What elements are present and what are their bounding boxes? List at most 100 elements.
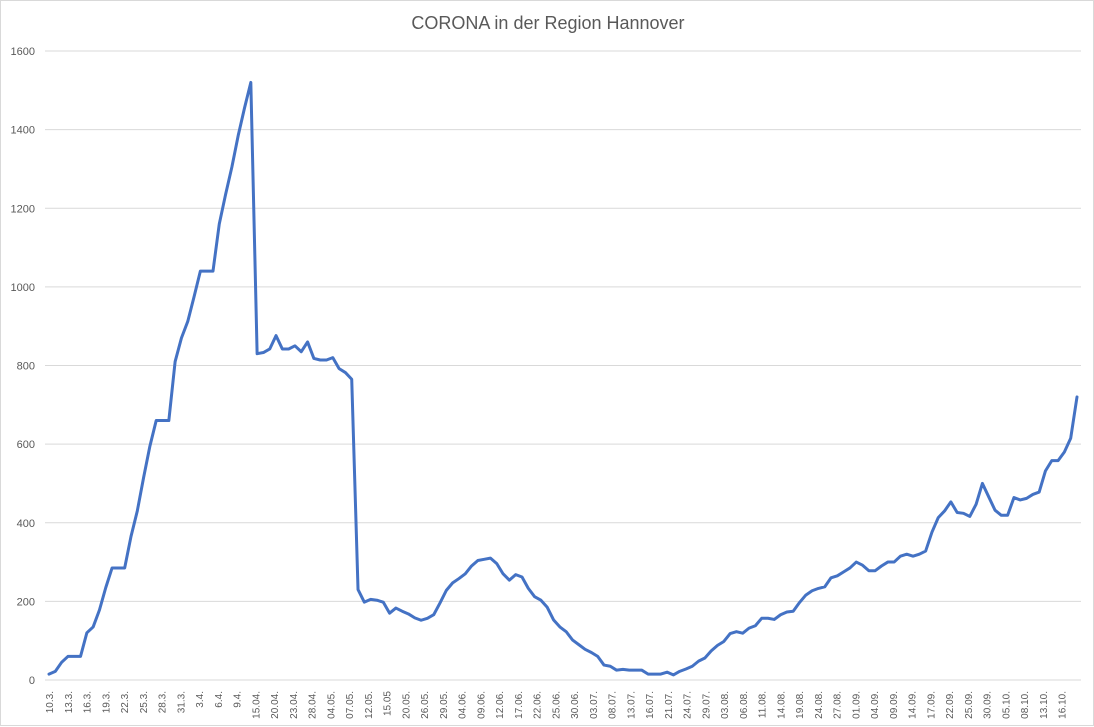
data-point	[319, 359, 321, 361]
data-point	[817, 587, 819, 589]
x-tick-label: 08.07.	[608, 691, 619, 719]
data-point	[477, 559, 479, 561]
data-point	[716, 644, 718, 646]
data-point	[105, 586, 107, 588]
data-point	[565, 630, 567, 632]
data-point	[281, 348, 283, 350]
data-point	[1057, 459, 1059, 461]
data-point	[773, 618, 775, 620]
data-point	[426, 617, 428, 619]
data-point	[792, 610, 794, 612]
data-point	[1013, 496, 1015, 498]
x-tick-label: 24.07.	[683, 691, 694, 719]
data-point	[458, 577, 460, 579]
data-point	[622, 668, 624, 670]
data-point	[218, 223, 220, 225]
data-point	[395, 607, 397, 609]
data-point	[445, 589, 447, 591]
x-tick-label: 26.05.	[420, 691, 431, 719]
data-point	[250, 81, 252, 83]
x-tick-label: 07.05.	[345, 691, 356, 719]
data-point	[590, 651, 592, 653]
data-point	[880, 565, 882, 567]
data-point	[697, 660, 699, 662]
data-point	[666, 671, 668, 673]
data-point	[1032, 493, 1034, 495]
data-point	[363, 601, 365, 603]
data-point	[798, 601, 800, 603]
x-tick-label: 12.05.	[364, 691, 375, 719]
data-point	[994, 509, 996, 511]
y-tick-label: 200	[17, 596, 35, 608]
data-point	[149, 445, 151, 447]
x-tick-label: 19.08.	[795, 691, 806, 719]
data-point	[805, 594, 807, 596]
data-point	[962, 512, 964, 514]
data-point	[584, 648, 586, 650]
data-point	[754, 625, 756, 627]
x-tick-label: 30.06.	[570, 691, 581, 719]
data-point	[552, 619, 554, 621]
series-line	[47, 80, 1079, 677]
data-point	[142, 476, 144, 478]
data-point	[1044, 470, 1046, 472]
y-tick-label: 600	[17, 439, 35, 451]
x-tick-label: 14.09.	[908, 691, 919, 719]
data-point	[899, 555, 901, 557]
x-tick-label: 12.06.	[495, 691, 506, 719]
data-point	[514, 573, 516, 575]
data-point	[981, 482, 983, 484]
data-point	[294, 345, 296, 347]
data-point	[861, 564, 863, 566]
data-point	[256, 353, 258, 355]
x-tick-label: 20.05.	[401, 691, 412, 719]
data-point	[969, 515, 971, 517]
data-point	[975, 503, 977, 505]
x-tick-label: 03.08.	[720, 691, 731, 719]
data-point	[54, 670, 56, 672]
data-point	[508, 579, 510, 581]
x-tick-label: 28.04.	[308, 691, 319, 719]
data-point	[760, 617, 762, 619]
data-point	[779, 614, 781, 616]
data-point	[710, 650, 712, 652]
data-point	[464, 573, 466, 575]
data-point	[678, 670, 680, 672]
data-point	[111, 567, 113, 569]
data-point	[180, 337, 182, 339]
data-point	[1000, 514, 1002, 516]
data-point	[338, 367, 340, 369]
data-point	[407, 613, 409, 615]
x-tick-label: 25.3.	[139, 691, 150, 713]
x-tick-label: 16.3.	[83, 691, 94, 713]
y-tick-label: 1200	[11, 203, 35, 215]
data-point	[168, 419, 170, 421]
data-point	[641, 669, 643, 671]
data-point	[439, 602, 441, 604]
x-tick-label: 14.08.	[776, 691, 787, 719]
data-point	[243, 107, 245, 109]
data-point	[382, 601, 384, 603]
data-point	[275, 334, 277, 336]
data-point	[376, 599, 378, 601]
data-point	[988, 496, 990, 498]
x-tick-label: 05.10.	[1001, 691, 1012, 719]
data-point	[332, 356, 334, 358]
data-point	[546, 606, 548, 608]
data-point	[723, 640, 725, 642]
x-tick-label: 6.4.	[214, 691, 225, 708]
data-point	[615, 669, 617, 671]
data-point	[918, 553, 920, 555]
x-tick-label: 3.4.	[195, 691, 206, 708]
data-point	[874, 570, 876, 572]
data-point	[653, 673, 655, 675]
data-point	[1025, 497, 1027, 499]
data-point	[634, 669, 636, 671]
data-point	[287, 348, 289, 350]
data-point	[433, 614, 435, 616]
data-point	[950, 501, 952, 503]
x-tick-label: 13.07.	[626, 691, 637, 719]
data-point	[161, 419, 163, 421]
data-point	[1019, 499, 1021, 501]
